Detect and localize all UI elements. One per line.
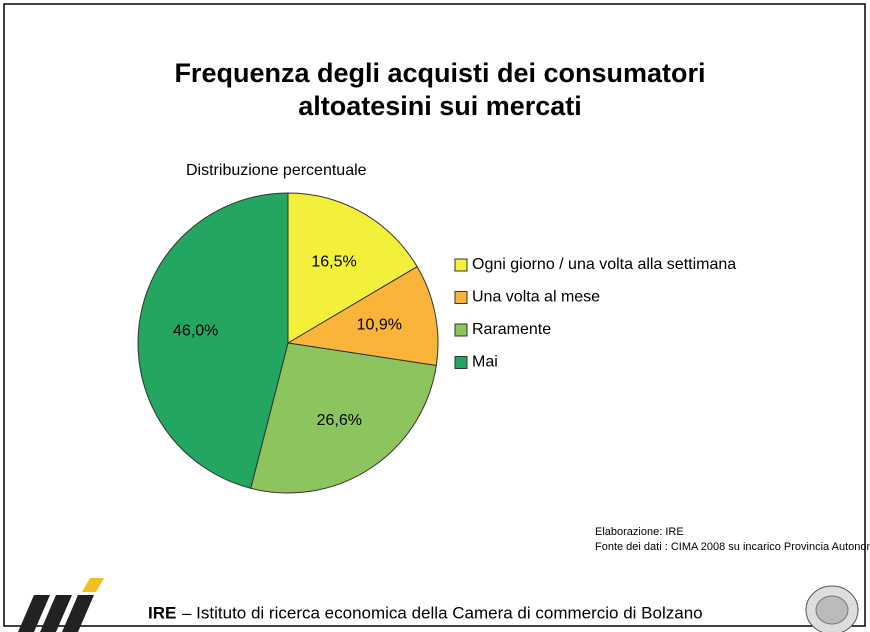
- pie-slice: [286, 265, 439, 367]
- data-label: 10,9%: [357, 317, 402, 334]
- source-note: Elaborazione: IRE: [595, 526, 684, 538]
- legend-label: Raramente: [472, 321, 551, 338]
- footer-text: – Istituto di ricerca economica della Ca…: [182, 603, 703, 622]
- crest-logo: [805, 585, 859, 632]
- ire-logo: [18, 578, 104, 632]
- data-label: 16,5%: [311, 253, 356, 270]
- pie-slice: [287, 192, 418, 344]
- chart-subtitle: Distribuzione percentuale: [186, 162, 367, 179]
- pie-slice: [250, 342, 437, 494]
- legend-label: Mai: [472, 354, 498, 371]
- legend-swatch: [454, 323, 468, 337]
- legend-label: Una volta al mese: [472, 289, 600, 306]
- legend-swatch: [454, 258, 468, 272]
- footer-org: IRE: [148, 603, 176, 622]
- data-label: 26,6%: [317, 412, 362, 429]
- chart-title: altoatesini sui mercati: [298, 91, 582, 121]
- data-label: 46,0%: [173, 323, 218, 340]
- chart-title: Frequenza degli acquisti dei consumatori: [174, 58, 705, 88]
- legend-swatch: [454, 291, 468, 304]
- legend-label: Ogni giorno / una volta alla settimana: [472, 256, 736, 273]
- source-note: Fonte dei dati : CIMA 2008 su incarico P…: [595, 541, 870, 553]
- legend-swatch: [454, 356, 468, 369]
- pie-slice: [137, 192, 289, 489]
